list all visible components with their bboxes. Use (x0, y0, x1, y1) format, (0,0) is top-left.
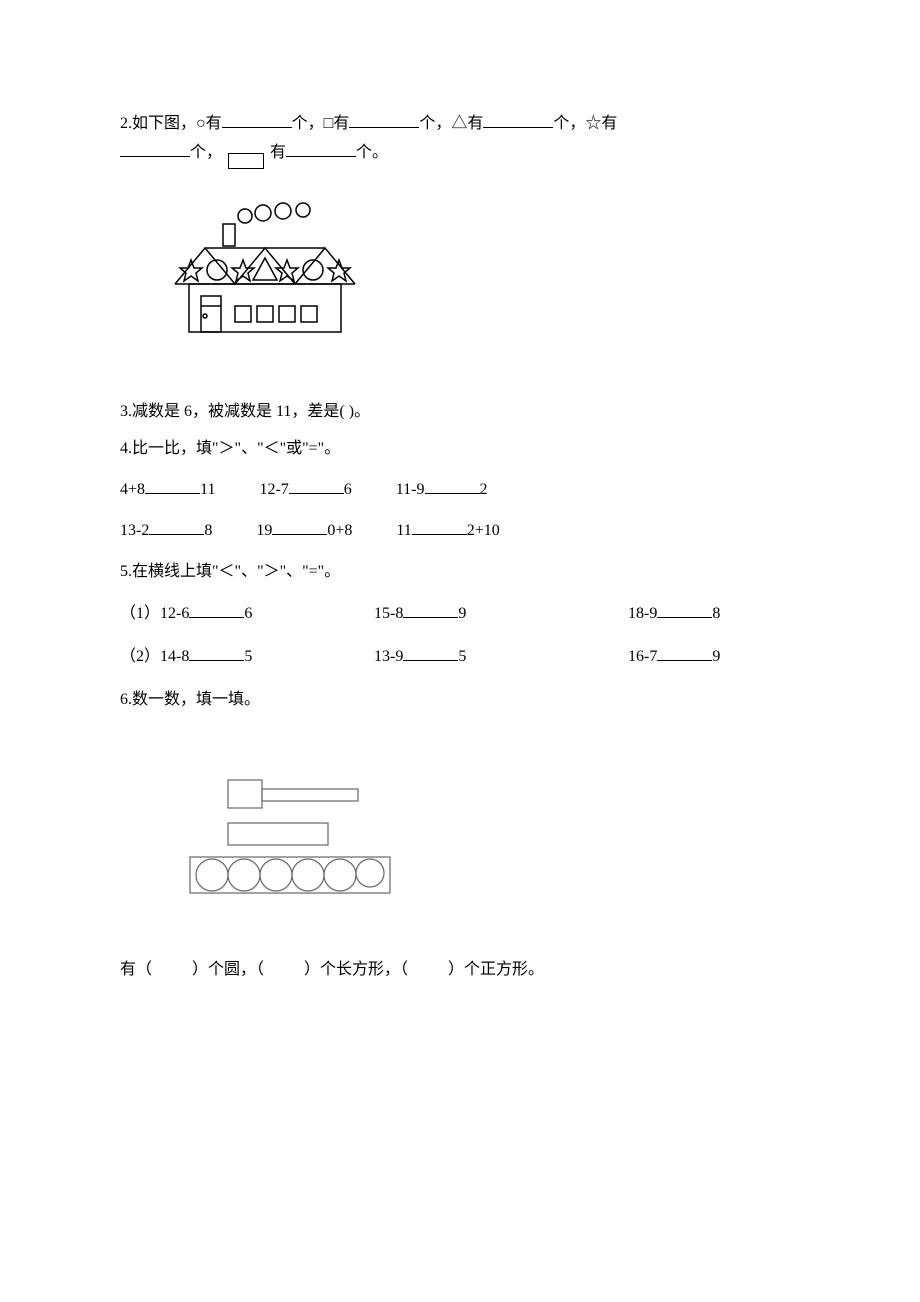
q5-r1-c-l: 18-9 (628, 605, 657, 622)
q5-r1-a-r: 6 (244, 605, 252, 622)
q5-r2-label: （2） (120, 648, 160, 665)
q5-r2-a-r: 5 (244, 648, 252, 665)
q4-r2-b-blank[interactable] (272, 517, 327, 535)
q6-answer-line: 有（ ）个圆，（ ）个长方形，（ ）个正方形。 (120, 956, 800, 985)
q4-row2: 13-2 8 19 0+8 11 2+10 (120, 517, 800, 546)
q4-r1-b-l: 12-7 (259, 481, 288, 498)
q4-r2-c-blank[interactable] (412, 517, 467, 535)
q2-text-a: 2.如下图，○有 (120, 115, 222, 132)
q5-r1-b-l: 15-8 (374, 605, 403, 622)
q5-r2-c-r: 9 (712, 648, 720, 665)
q4-r1-b-blank[interactable] (289, 476, 344, 494)
q4-r2-a-l: 13-2 (120, 522, 149, 539)
q5-r2-c-l: 16-7 (628, 648, 657, 665)
q5-title: 5.在横线上填"＜"、"＞"、"="。 (120, 558, 800, 587)
q6-c: ）个长方形，（ (304, 961, 408, 978)
question-2: 2.如下图，○有 个，□有 个，△有 个，☆有 个， 有 个。 (120, 110, 800, 168)
question-5: 5.在横线上填"＜"、"＞"、"="。 （1）12-6 6 15-8 9 18-9 8… (120, 558, 800, 672)
rectangle-icon (228, 153, 264, 169)
house-figure (165, 198, 800, 379)
q5-r1-label: （1） (120, 605, 160, 622)
q6-a: 有（ (120, 961, 152, 978)
question-3: 3.减数是 6，被减数是 11，差是( )。 (120, 398, 800, 427)
q4-title: 4.比一比，填"＞"、"＜"或"="。 (120, 435, 800, 464)
q2-blank-4[interactable] (120, 139, 190, 157)
q5-row1: （1）12-6 6 15-8 9 18-9 8 (120, 600, 800, 629)
q4-r1-c-r: 2 (480, 481, 488, 498)
q5-row2: （2）14-8 5 13-9 5 16-7 9 (120, 643, 800, 672)
q5-r2-a-blank[interactable] (189, 643, 244, 661)
q5-r1-b-blank[interactable] (403, 600, 458, 618)
q4-r1-a-l: 4+8 (120, 481, 145, 498)
q5-r2-a-l: 14-8 (160, 648, 189, 665)
q4-r2-b-r: 0+8 (327, 522, 352, 539)
q5-r2-c-blank[interactable] (657, 643, 712, 661)
q4-r1-c-l: 11-9 (396, 481, 425, 498)
q5-r1-a-l: 12-6 (160, 605, 189, 622)
q4-r2-a-blank[interactable] (149, 517, 204, 535)
q5-r1-b-r: 9 (458, 605, 466, 622)
q4-r2-c-r: 2+10 (467, 522, 500, 539)
q2-blank-2[interactable] (349, 110, 419, 128)
q5-r1-c-blank[interactable] (657, 600, 712, 618)
q2-text-g: 个。 (356, 144, 388, 161)
tank-figure (180, 775, 800, 916)
q2-blank-3[interactable] (483, 110, 553, 128)
q4-r2-c-l: 11 (396, 522, 411, 539)
q6-title: 6.数一数，填一填。 (120, 686, 800, 715)
q4-r2-b-l: 19 (256, 522, 272, 539)
q5-r1-a-blank[interactable] (189, 600, 244, 618)
q4-r1-b-r: 6 (344, 481, 352, 498)
question-4: 4.比一比，填"＞"、"＜"或"="。 4+8 11 12-7 6 11-9 2 13… (120, 435, 800, 545)
q2-text-f: 有 (270, 144, 286, 161)
q6-d: ）个正方形。 (448, 961, 544, 978)
q4-r1-a-blank[interactable] (145, 476, 200, 494)
q4-r1-c-blank[interactable] (425, 476, 480, 494)
q5-r2-b-l: 13-9 (374, 648, 403, 665)
q5-r1-c-r: 8 (712, 605, 720, 622)
q4-r1-a-r: 11 (200, 481, 215, 498)
q2-blank-1[interactable] (222, 110, 292, 128)
q5-r2-b-r: 5 (458, 648, 466, 665)
question-6: 6.数一数，填一填。 (120, 686, 800, 715)
q4-r2-a-r: 8 (204, 522, 212, 539)
q4-row1: 4+8 11 12-7 6 11-9 2 (120, 476, 800, 505)
q5-r2-b-blank[interactable] (403, 643, 458, 661)
q2-blank-5[interactable] (286, 139, 356, 157)
q3-text: 3.减数是 6，被减数是 11，差是( )。 (120, 403, 370, 420)
q2-text-e: 个， (190, 144, 222, 161)
q2-text-d: 个，☆有 (553, 115, 617, 132)
q6-b: ）个圆，（ (192, 961, 264, 978)
q2-text-c: 个，△有 (419, 115, 483, 132)
q2-text-b: 个，□有 (292, 115, 350, 132)
